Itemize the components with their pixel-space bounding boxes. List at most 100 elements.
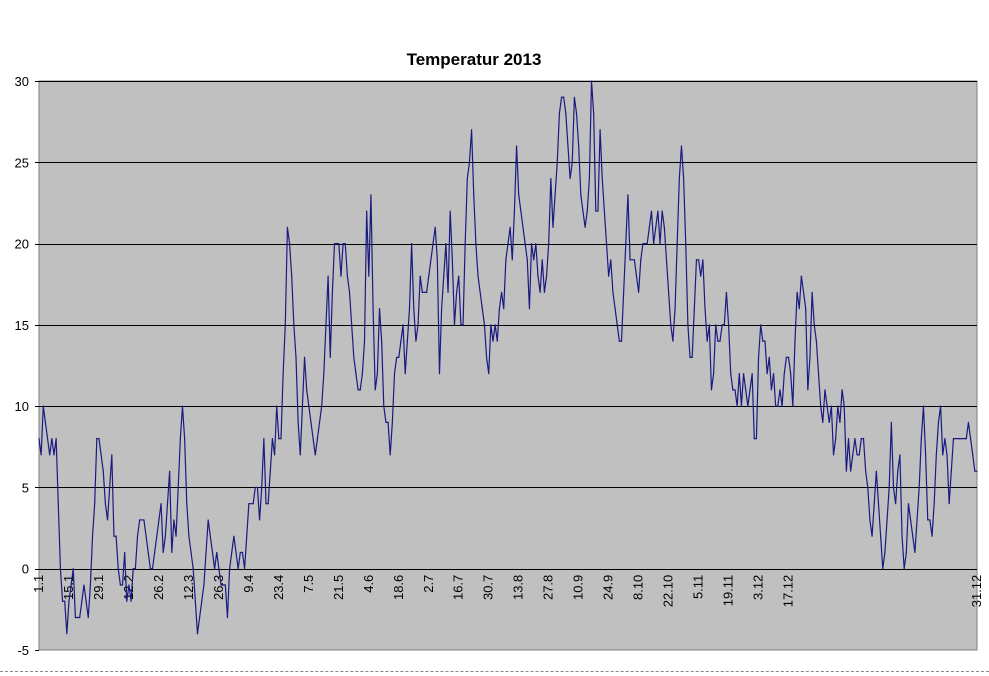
x-tick-label: 5.11 bbox=[691, 575, 706, 599]
data-point bbox=[528, 308, 531, 310]
data-point bbox=[610, 259, 612, 261]
data-point bbox=[141, 519, 143, 521]
data-point bbox=[333, 242, 336, 245]
data-point bbox=[556, 161, 558, 163]
data-point bbox=[104, 503, 106, 505]
data-point bbox=[734, 389, 736, 391]
x-tick-label: 1.1 bbox=[31, 575, 46, 593]
data-point bbox=[670, 324, 672, 326]
data-point bbox=[164, 535, 166, 537]
data-point bbox=[503, 308, 505, 310]
data-point bbox=[847, 438, 850, 440]
data-point bbox=[976, 470, 978, 472]
data-point bbox=[882, 568, 884, 570]
data-point bbox=[438, 373, 441, 375]
data-point bbox=[462, 324, 464, 326]
data-point bbox=[946, 454, 948, 456]
data-point bbox=[70, 584, 72, 586]
data-point bbox=[772, 373, 775, 375]
data-point bbox=[530, 242, 533, 245]
data-point bbox=[939, 405, 942, 407]
data-point bbox=[239, 551, 241, 554]
data-point bbox=[338, 242, 340, 245]
data-point bbox=[376, 373, 378, 375]
data-point bbox=[456, 291, 458, 293]
data-point bbox=[282, 373, 284, 375]
data-point bbox=[826, 405, 828, 407]
data-point bbox=[177, 486, 179, 489]
data-point bbox=[393, 373, 396, 375]
data-point bbox=[355, 373, 357, 375]
data-point bbox=[676, 242, 678, 245]
data-point bbox=[211, 551, 214, 554]
data-point bbox=[702, 259, 704, 261]
y-tick-label: 0 bbox=[22, 562, 29, 577]
data-point bbox=[432, 242, 434, 245]
data-point bbox=[261, 486, 263, 489]
data-point bbox=[929, 519, 931, 521]
data-point bbox=[513, 210, 516, 212]
data-point bbox=[494, 324, 496, 326]
data-point bbox=[875, 470, 877, 472]
data-point bbox=[661, 210, 663, 212]
data-point bbox=[434, 226, 436, 228]
data-point bbox=[391, 421, 393, 423]
data-point bbox=[777, 405, 779, 407]
data-point bbox=[618, 340, 620, 342]
x-tick-label: 12.3 bbox=[181, 575, 196, 600]
data-point bbox=[541, 259, 543, 261]
data-point bbox=[186, 503, 188, 505]
data-point bbox=[293, 324, 295, 326]
data-point bbox=[171, 551, 173, 554]
data-point bbox=[837, 405, 839, 407]
data-point bbox=[492, 340, 494, 342]
data-point bbox=[543, 291, 546, 293]
data-point bbox=[64, 600, 66, 602]
data-point bbox=[466, 177, 468, 180]
data-point bbox=[642, 242, 644, 245]
data-point bbox=[91, 535, 94, 537]
data-point bbox=[505, 259, 507, 261]
data-point bbox=[53, 454, 55, 456]
data-point bbox=[417, 324, 419, 326]
data-point bbox=[280, 438, 282, 440]
data-point bbox=[760, 324, 762, 326]
data-point bbox=[787, 356, 790, 358]
data-point bbox=[130, 600, 132, 602]
page-border bbox=[0, 671, 989, 672]
data-point bbox=[732, 389, 734, 391]
data-point bbox=[68, 600, 70, 602]
data-point bbox=[199, 616, 201, 619]
data-point bbox=[689, 356, 691, 358]
data-point bbox=[321, 405, 323, 407]
data-point bbox=[398, 356, 400, 358]
data-point bbox=[490, 324, 492, 326]
data-point bbox=[727, 324, 730, 326]
data-point bbox=[858, 454, 860, 456]
data-point bbox=[599, 129, 601, 131]
data-point bbox=[248, 503, 250, 505]
data-point bbox=[841, 389, 843, 391]
data-point bbox=[400, 340, 402, 342]
data-point bbox=[237, 568, 239, 570]
data-point bbox=[166, 503, 169, 505]
data-point bbox=[136, 535, 139, 537]
data-point bbox=[708, 324, 710, 326]
data-point bbox=[899, 454, 901, 456]
data-point bbox=[310, 421, 312, 423]
data-point bbox=[222, 584, 224, 586]
data-point bbox=[886, 519, 888, 521]
x-tick-label: 10.9 bbox=[571, 575, 586, 600]
data-point bbox=[745, 389, 747, 391]
data-point bbox=[586, 210, 588, 212]
plot-area bbox=[38, 80, 978, 651]
x-tick-label: 24.9 bbox=[601, 575, 616, 600]
data-point bbox=[567, 145, 569, 147]
data-point bbox=[470, 129, 473, 131]
data-point bbox=[61, 600, 64, 602]
data-point bbox=[548, 242, 550, 245]
data-point bbox=[916, 519, 918, 521]
data-point bbox=[342, 242, 344, 245]
data-point bbox=[288, 242, 291, 245]
data-point bbox=[147, 551, 149, 554]
